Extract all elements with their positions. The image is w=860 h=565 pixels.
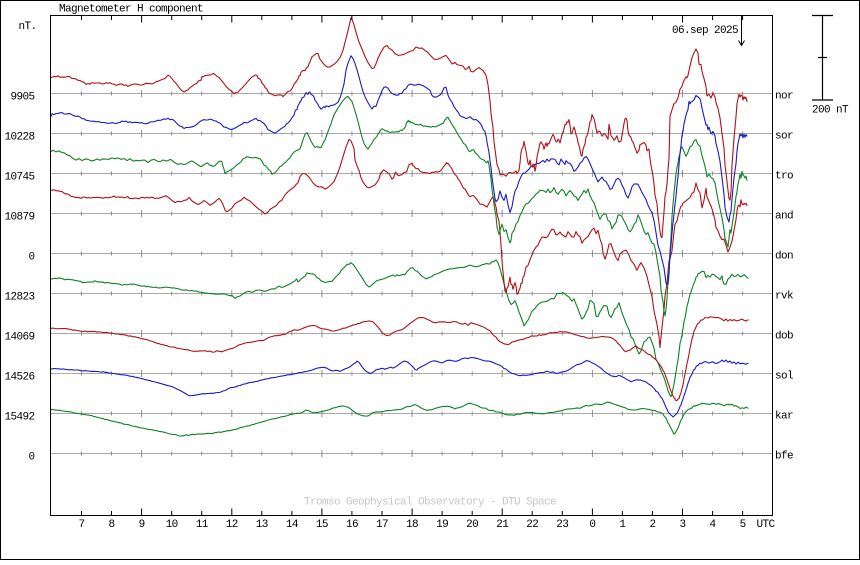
svg-text:Magnetometer H component: Magnetometer H component	[59, 4, 203, 16]
svg-text:12823: 12823	[4, 291, 34, 303]
svg-text:14526: 14526	[4, 371, 34, 383]
svg-text:10: 10	[166, 519, 178, 531]
svg-text:bfe: bfe	[775, 451, 793, 463]
svg-text:1: 1	[619, 519, 626, 531]
svg-text:06.sep 2025: 06.sep 2025	[672, 25, 738, 37]
svg-text:15: 15	[316, 519, 328, 531]
svg-text:rvk: rvk	[775, 291, 794, 303]
svg-text:0: 0	[589, 519, 595, 531]
svg-text:14: 14	[286, 519, 299, 531]
svg-text:dob: dob	[775, 331, 793, 343]
svg-text:Tromso Geophysical Observatory: Tromso Geophysical Observatory - DTU Spa…	[304, 496, 556, 508]
svg-text:21: 21	[496, 519, 509, 531]
svg-text:18: 18	[406, 519, 418, 531]
svg-text:UTC: UTC	[757, 519, 776, 531]
svg-text:13: 13	[256, 519, 268, 531]
svg-text:17: 17	[376, 519, 388, 531]
svg-text:sor: sor	[775, 131, 793, 143]
svg-text:10228: 10228	[4, 131, 34, 143]
svg-text:22: 22	[526, 519, 538, 531]
svg-text:3: 3	[679, 519, 685, 531]
svg-text:14069: 14069	[4, 331, 34, 343]
svg-text:8: 8	[109, 519, 115, 531]
svg-text:nT.: nT.	[19, 21, 37, 33]
svg-text:9905: 9905	[10, 91, 34, 103]
svg-text:0: 0	[28, 451, 34, 463]
svg-text:12: 12	[226, 519, 238, 531]
svg-text:2: 2	[649, 519, 655, 531]
svg-text:10879: 10879	[4, 211, 34, 223]
svg-text:nor: nor	[775, 91, 793, 103]
svg-text:5: 5	[740, 519, 746, 531]
svg-text:23: 23	[556, 519, 568, 531]
svg-text:200 nT: 200 nT	[812, 105, 849, 117]
svg-text:20: 20	[466, 519, 478, 531]
svg-text:19: 19	[436, 519, 448, 531]
svg-text:0: 0	[28, 251, 34, 263]
svg-text:10745: 10745	[4, 171, 34, 183]
svg-text:tro: tro	[775, 171, 793, 183]
svg-text:and: and	[775, 211, 793, 223]
svg-text:don: don	[775, 251, 793, 263]
svg-text:7: 7	[78, 519, 84, 531]
svg-text:15492: 15492	[4, 411, 34, 423]
svg-text:11: 11	[196, 519, 209, 531]
svg-text:16: 16	[346, 519, 358, 531]
svg-text:9: 9	[139, 519, 145, 531]
svg-text:kar: kar	[775, 411, 793, 423]
svg-text:4: 4	[710, 519, 717, 531]
svg-text:sol: sol	[775, 371, 793, 383]
